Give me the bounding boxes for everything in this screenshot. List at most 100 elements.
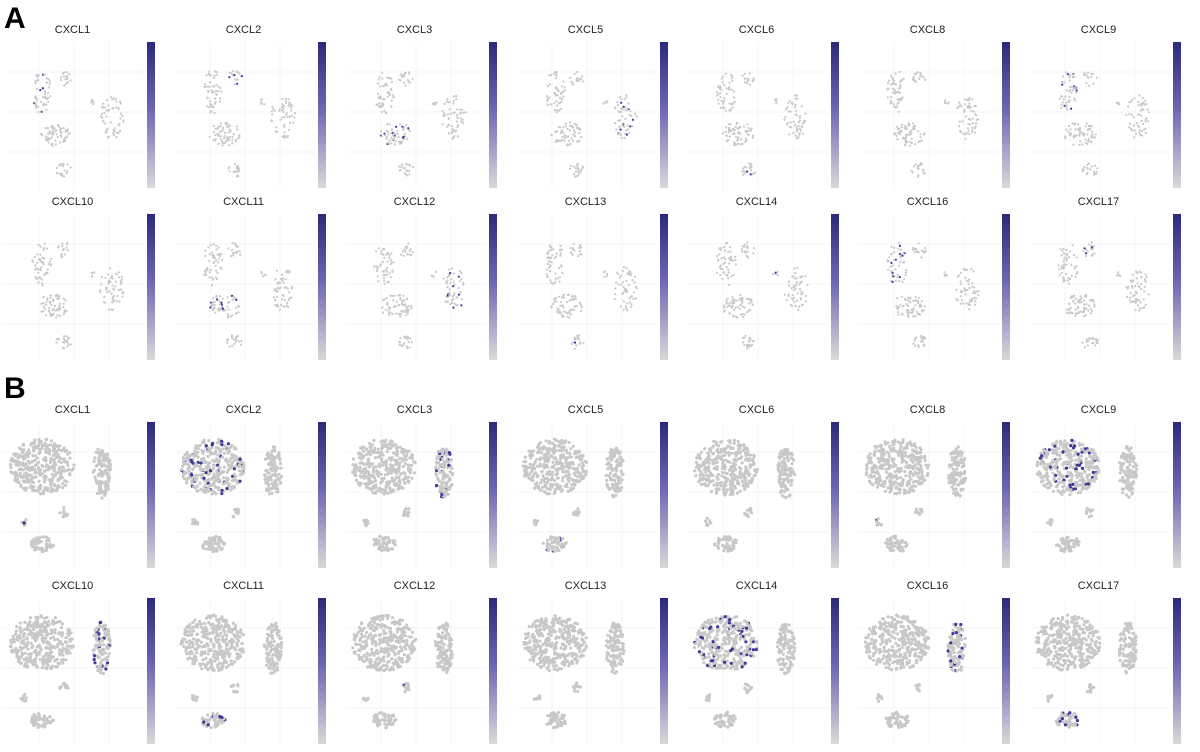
cell-point [206,487,210,491]
cell-point [109,280,112,284]
cell-point [537,449,541,453]
cell-point [749,173,752,176]
cell-point [539,456,543,460]
cell-point [207,536,211,540]
cell-point [722,102,725,105]
cell-point [93,475,97,479]
cell-point [1090,130,1094,133]
cell-point [362,518,366,522]
plot-title: CXCL17 [1077,196,1120,208]
cell-point [555,252,558,255]
cell-point [25,464,29,468]
cell-point [795,109,798,112]
cell-point [792,131,795,134]
umap-scatter [859,214,999,362]
cell-point [101,112,104,115]
cell-point [1073,97,1076,100]
cell-point [391,466,395,470]
cell-point [563,484,567,488]
cell-point [185,452,189,456]
cell-point [751,136,755,139]
cell-point [213,254,216,257]
cell-point [748,340,751,343]
cell-point [227,308,230,311]
cell-point [1147,120,1150,123]
cell-point [456,296,459,299]
cell-point [567,473,571,477]
cell-point [1116,274,1119,277]
cell-point [919,340,923,343]
cell-point [410,463,414,467]
cell-point [226,313,229,316]
cell-point [572,139,575,142]
cell-point [59,134,63,137]
cell-point [29,477,34,481]
cell-point [63,137,66,140]
cell-point [917,141,920,144]
cell-point [279,286,282,289]
cell-point [223,444,227,448]
cell-point [795,130,798,133]
cell-point [63,311,66,314]
umap-scatter [1030,214,1170,362]
cell-point [551,470,555,474]
cell-point [549,245,552,248]
cell-point [923,246,927,250]
cell-point [797,125,800,128]
cell-point [551,460,555,464]
cell-point [204,271,207,274]
cell-point [959,103,962,106]
cell-point [242,464,246,468]
cell-point [575,344,578,347]
cell-point [99,289,102,292]
cell-point [40,261,43,264]
cell-point [918,313,921,316]
cell-point [266,483,271,487]
cell-point [1086,344,1089,347]
cell-point [1061,83,1064,86]
cell-point [526,465,530,470]
cell-point [566,315,569,318]
cell-point [798,117,801,120]
cell-point [385,296,388,300]
cell-point [795,137,798,140]
cell-point [235,338,238,341]
cell-point [725,87,728,90]
cell-point [208,253,211,256]
cell-point [399,450,403,454]
cell-point [449,272,452,275]
cell-point [542,479,546,484]
cell-point [225,121,228,124]
cell-point [959,283,962,286]
cell-point [1144,99,1147,102]
cell-point [547,266,551,269]
cell-point [48,260,51,263]
cell-point [401,250,404,253]
cell-point [1143,278,1146,281]
cell-point [62,162,65,165]
cell-point [622,105,625,108]
cell-point [1073,99,1077,102]
cell-point [107,308,110,311]
cell-point [972,291,975,294]
cell-point [566,135,569,138]
cell-point [387,313,391,316]
cell-point [236,512,240,516]
cell-point [1060,106,1063,109]
cell-point [1131,286,1134,289]
cell-point [217,307,220,310]
cell-point [562,131,565,134]
cell-point [399,337,402,340]
cell-point [547,492,551,496]
cell-point [743,343,746,347]
cell-point [275,126,278,129]
cell-point [901,126,904,129]
cell-point [72,463,76,467]
cell-point [971,122,974,125]
cell-point [574,470,578,474]
cell-point [214,97,217,100]
cell-point [743,250,746,253]
cell-point [55,338,58,341]
cell-point [60,131,63,134]
cell-point [562,448,566,452]
